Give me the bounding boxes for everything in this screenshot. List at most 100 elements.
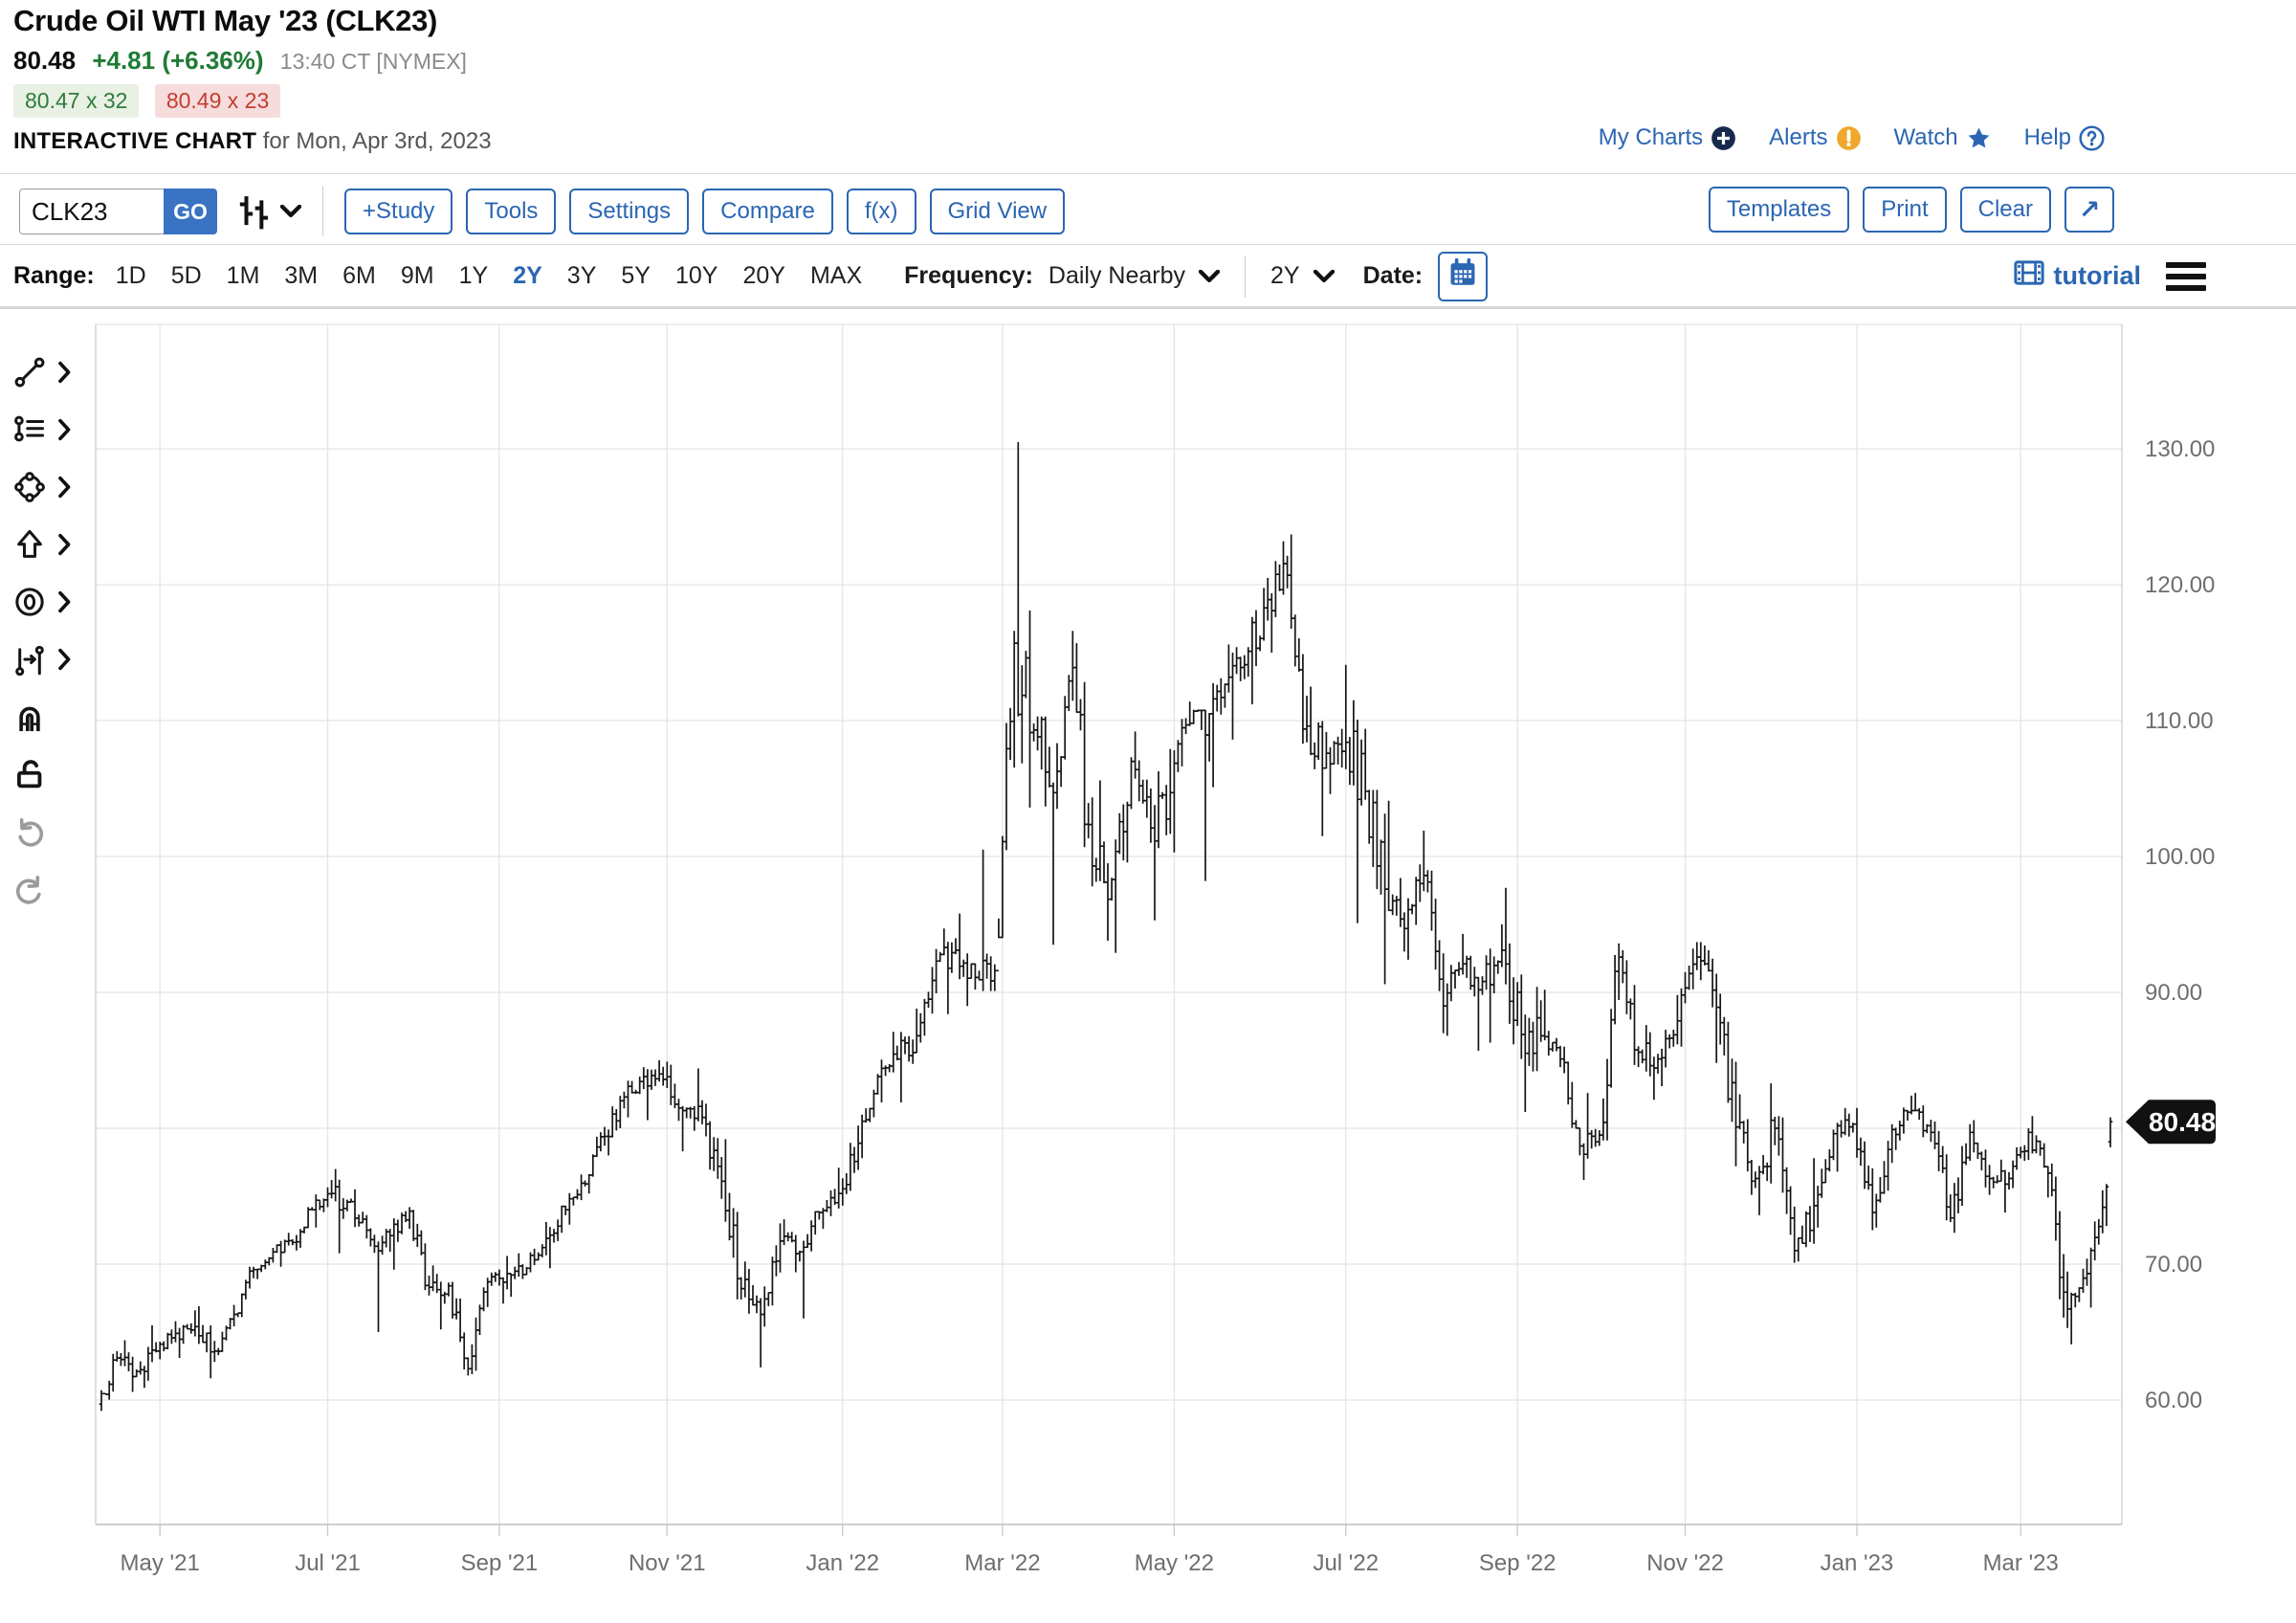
range-row: Range: 1D 5D 1M 3M 6M 9M 1Y 2Y 3Y 5Y 10Y 20Y MAX Fre… [0,244,2296,307]
magnet-tool[interactable] [11,688,92,745]
x-axis-label: Nov '22 [1646,1550,1724,1576]
tutorial-link[interactable]: tutorial [2012,256,2142,297]
tutorial-label: tutorial [2053,261,2142,290]
ask-badge: 80.49 x 23 [154,84,281,118]
page-title: Crude Oil WTI May '23 (CLK23) [13,4,438,37]
templates-button[interactable]: Templates [1708,187,1850,233]
unlock-tool[interactable] [11,745,92,803]
alert-circle-icon [1836,125,1862,151]
arrow-tool[interactable] [11,516,92,573]
last-price-tag [2126,1100,2216,1145]
header-link-my-charts[interactable]: My Charts [1599,124,1736,151]
arrow-up-icon [11,526,48,563]
y-axis-label: 60.00 [2145,1388,2202,1413]
print-button[interactable]: Print [1863,187,1947,233]
chevron-right-icon [48,361,72,384]
price-chart[interactable]: 130.00120.00110.00100.0090.0080.0070.006… [0,309,2296,1623]
grid-view-button[interactable]: Grid View [929,189,1066,234]
x-axis-label: Jul '22 [1313,1550,1379,1576]
chevron-down-icon [1199,269,1221,283]
symbol-group: GO [19,189,217,234]
clear-button[interactable]: Clear [1959,187,2051,233]
header-link-alerts[interactable]: Alerts [1769,124,1861,151]
chart-type-selector[interactable] [234,192,301,231]
menu-icon[interactable] [2166,261,2206,291]
range-option-3m[interactable]: 3M [284,262,319,289]
range-option-3y[interactable]: 3Y [566,262,597,289]
frequency-dropdown[interactable]: Daily Nearby [1049,262,1221,290]
toolbar-left-buttons: +Study Tools Settings Compare f(x) Grid View [344,189,1078,234]
plus-circle-icon [1711,125,1736,151]
range-option-1d[interactable]: 1D [115,262,146,289]
chevron-right-icon [48,418,72,441]
x-axis-label: Sep '22 [1479,1550,1556,1576]
fx-button[interactable]: f(x) [846,189,916,234]
range-option-1y[interactable]: 1Y [458,262,489,289]
range-option-6m[interactable]: 6M [342,262,376,289]
settings-button[interactable]: Settings [569,189,690,234]
redo-icon [11,871,48,907]
x-axis-label: Sep '21 [461,1550,539,1576]
expand-button[interactable]: ↗ [2064,187,2114,233]
range-option-5y[interactable]: 5Y [621,262,651,289]
y-axis-label: 70.00 [2145,1252,2202,1278]
header-link-label: Alerts [1769,124,1828,150]
range-option-10y[interactable]: 10Y [674,262,718,289]
range-option-9m[interactable]: 9M [400,262,434,289]
range-options: 1D 5D 1M 3M 6M 9M 1Y 2Y 3Y 5Y 10Y 20Y MAX [116,262,887,290]
ohlc-bars-icon [234,192,273,231]
question-circle-icon [2079,124,2105,151]
drawing-tools-sidebar [11,344,92,918]
y-axis-label: 130.00 [2145,436,2215,462]
undo-icon [11,813,48,850]
range-option-2y[interactable]: 2Y [513,262,542,289]
header-link-help[interactable]: Help [2024,124,2105,151]
film-icon [2012,256,2046,297]
shapes-tool[interactable] [11,458,92,516]
page-date: for Mon, Apr 3rd, 2023 [262,128,492,154]
x-axis-label: Mar '22 [964,1550,1040,1576]
circle-marker-tool[interactable] [11,573,92,631]
chevron-right-icon [48,533,72,556]
zoom-dropdown[interactable]: 2Y [1270,262,1335,290]
calendar-icon [1446,256,1479,296]
zoom-value: 2Y [1270,262,1300,289]
range-divider [1245,255,1247,298]
range-option-20y[interactable]: 20Y [742,262,785,289]
bid-ask-row: 80.47 x 32 80.49 x 23 [13,84,290,118]
star-icon [1966,125,1992,151]
magnet-icon [11,699,48,735]
x-axis-label: May '22 [1135,1550,1214,1576]
date-picker-button[interactable] [1438,251,1489,301]
range-option-max[interactable]: MAX [809,262,863,289]
y-axis-label: 110.00 [2145,708,2214,734]
quote-line: 80.48 +4.81 (+6.36%) 13:40 CT [NYMEX] [13,46,467,76]
go-button[interactable]: GO [164,189,217,234]
range-option-1m[interactable]: 1M [226,262,260,289]
symbol-input[interactable] [19,189,164,234]
header-link-label: My Charts [1598,124,1704,150]
last-price: 80.48 [13,46,77,75]
header-links: My Charts Alerts Watch Help [1599,124,2105,151]
tools-button[interactable]: Tools [466,189,557,234]
y-axis-label: 120.00 [2145,572,2215,598]
quote-time: 13:40 CT [NYMEX] [279,49,467,74]
measure-tool[interactable] [11,631,92,688]
x-axis-label: Jan '23 [1821,1550,1894,1576]
circle-zero-icon [11,584,48,620]
header-link-watch[interactable]: Watch [1894,124,1992,151]
ohlc-bars [99,441,2113,1412]
study-button[interactable]: +Study [344,189,453,234]
chart-toolbar: GO +Study Tools Settings Compare f(x) Grid Vi… [0,173,2296,245]
compare-button[interactable]: Compare [702,189,833,234]
trendline-tool[interactable] [11,344,92,401]
last-price-tag-label: 80.48 [2149,1107,2216,1137]
x-axis-label: May '21 [121,1550,200,1576]
range-option-5d[interactable]: 5D [170,262,202,289]
chevron-down-icon [1313,269,1335,283]
annotation-tool[interactable] [11,401,92,458]
date-label: Date: [1362,262,1424,289]
toolbar-divider [322,187,323,236]
shapes-icon [11,469,48,505]
